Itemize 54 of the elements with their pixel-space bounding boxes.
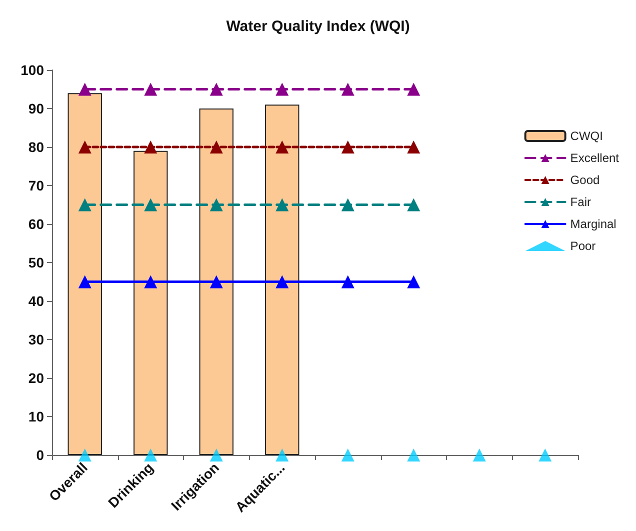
- point: [276, 448, 289, 462]
- point: [276, 275, 289, 288]
- bar: [199, 108, 234, 455]
- point: [407, 275, 420, 288]
- bar: [68, 93, 102, 455]
- y-tick-label: 100: [20, 62, 44, 78]
- point: [538, 448, 552, 462]
- point: [276, 140, 289, 154]
- legend-label: Good: [570, 173, 600, 187]
- point: [341, 275, 354, 288]
- point: [78, 275, 92, 288]
- point: [276, 198, 289, 212]
- point: [472, 448, 486, 462]
- legend-label: Poor: [570, 239, 596, 253]
- point: [341, 140, 354, 154]
- y-tick-label: 40: [28, 293, 44, 309]
- point: [341, 82, 354, 96]
- point: [210, 275, 223, 288]
- point: [407, 448, 420, 462]
- point: [144, 448, 158, 462]
- legend-label: CWQI: [570, 129, 603, 143]
- y-tick-label: 60: [28, 216, 44, 232]
- point: [78, 82, 92, 96]
- y-tick-label: 30: [28, 332, 44, 348]
- point: [144, 198, 158, 212]
- point: [210, 82, 223, 96]
- bar: [134, 150, 168, 455]
- point: [407, 82, 420, 96]
- y-tick-label: 0: [36, 447, 44, 463]
- y-tick-label: 80: [28, 139, 44, 155]
- legend-label: Fair: [570, 195, 591, 209]
- point: [407, 198, 420, 212]
- point: [144, 140, 158, 154]
- point: [78, 448, 92, 462]
- legend-label: Marginal: [570, 217, 616, 231]
- point: [144, 82, 158, 96]
- chart-title: Water Quality Index (WQI): [226, 18, 410, 35]
- point: [341, 448, 354, 462]
- point: [341, 198, 354, 212]
- point: [210, 198, 223, 212]
- point: [210, 140, 223, 154]
- bar: [265, 104, 300, 455]
- point: [78, 198, 92, 212]
- point: [276, 82, 289, 96]
- y-tick-label: 20: [28, 370, 44, 386]
- y-tick-label: 70: [28, 178, 44, 194]
- y-tick-label: 10: [28, 408, 44, 424]
- point: [144, 275, 158, 288]
- point: [78, 140, 92, 154]
- y-tick-label: 90: [28, 100, 44, 116]
- legend-label: Excellent: [570, 151, 620, 165]
- point: [407, 140, 420, 154]
- y-tick-label: 50: [28, 254, 44, 270]
- point: [210, 448, 223, 462]
